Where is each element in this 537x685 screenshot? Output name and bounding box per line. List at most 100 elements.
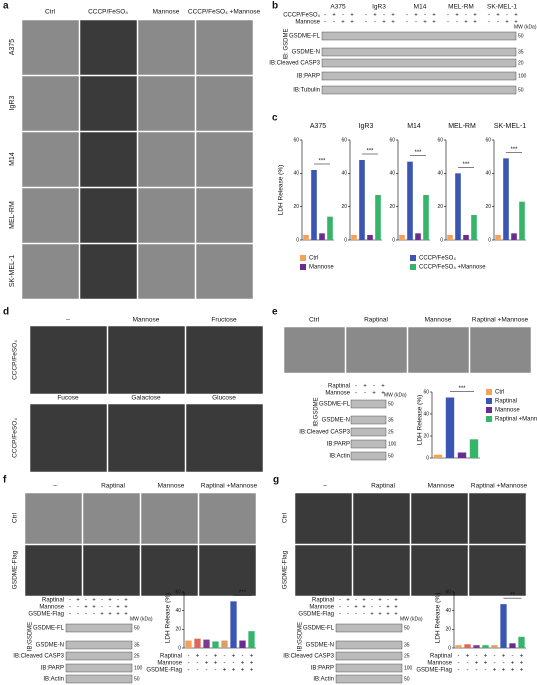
condition-sign: + <box>391 20 395 26</box>
condition-sign: + <box>381 384 385 390</box>
cell-line: A375 <box>330 4 346 11</box>
bar <box>415 233 421 240</box>
condition-sign: + <box>394 598 398 604</box>
blot-band <box>65 663 133 673</box>
condition-sign: + <box>108 612 112 618</box>
condition-sign: + <box>514 13 518 19</box>
column-header: – <box>323 483 327 490</box>
blot-label: GSDME-N <box>306 643 334 649</box>
condition-sign: + <box>386 612 390 618</box>
column-header: Raptinal +Mannose <box>201 483 258 490</box>
micrograph <box>137 187 196 244</box>
panel-label: a <box>3 1 9 12</box>
y-tick-label: 0 <box>440 237 443 243</box>
condition-sign: - <box>456 20 458 26</box>
condition-sign: - <box>324 13 326 19</box>
condition-sign: - <box>488 20 490 26</box>
y-tick-label: 60 <box>175 589 181 595</box>
condition-sign: + <box>475 661 479 667</box>
condition-sign: + <box>381 391 385 397</box>
condition-sign: + <box>214 661 218 667</box>
condition-sign: + <box>223 668 227 674</box>
column-header: Mannose <box>133 317 160 324</box>
condition-sign: + <box>466 654 470 660</box>
y-tick-label: 0 <box>448 645 451 651</box>
row-label: GSDME-Flag <box>282 550 289 589</box>
condition-sign: + <box>511 668 515 674</box>
bar <box>351 235 357 240</box>
condition-sign: + <box>493 668 497 674</box>
bar <box>375 195 381 240</box>
condition-sign: - <box>503 661 505 667</box>
condition-sign: - <box>85 612 87 618</box>
condition-sign: - <box>101 605 103 611</box>
condition-sign: - <box>224 654 226 660</box>
bar <box>469 439 479 458</box>
condition-sign: + <box>382 20 386 26</box>
ib-label: IB:GSDME <box>28 622 34 651</box>
mw-label: 25 <box>388 429 394 435</box>
condition-sign: - <box>69 605 71 611</box>
micrograph <box>195 19 254 76</box>
micrograph <box>283 326 346 374</box>
legend-swatch <box>486 398 492 404</box>
condition-sign: - <box>69 598 71 604</box>
significance: *** <box>239 590 247 596</box>
micrograph <box>352 492 411 545</box>
y-tick-label: 60 <box>293 137 299 143</box>
bar <box>399 235 405 240</box>
condition-sign: - <box>467 668 469 674</box>
blot-label: IB:Actin <box>313 677 334 683</box>
condition-sign: - <box>355 612 357 618</box>
legend-label: Ctrl <box>309 256 318 262</box>
condition-sign: + <box>511 661 515 667</box>
significance: *** <box>462 162 470 168</box>
bar <box>509 643 516 648</box>
micrograph <box>107 325 186 395</box>
condition-sign: + <box>432 20 436 26</box>
mw-label: 25 <box>404 653 410 659</box>
condition-sign: + <box>432 13 436 19</box>
condition-sign: + <box>332 13 336 19</box>
y-tick-label: 60 <box>445 589 451 595</box>
blot-band <box>350 427 387 437</box>
condition-sign: + <box>346 598 350 604</box>
column-header: Raptinal <box>101 483 125 490</box>
condition-sign: - <box>458 668 460 674</box>
micrograph <box>345 326 408 374</box>
column-header: Raptinal +Mannose <box>472 317 529 324</box>
column-header: Raptinal +Mannose <box>471 483 528 490</box>
blot-band <box>321 58 517 68</box>
y-tick-label: 40 <box>485 171 491 177</box>
column-header: Glucose <box>212 395 236 402</box>
legend-label: Raptinal <box>495 399 517 405</box>
blot-band <box>350 399 387 409</box>
condition-label: Raptinal <box>42 598 64 604</box>
y-axis-label: LDH Release (%) <box>278 165 285 216</box>
micrograph <box>82 492 141 545</box>
row-label: GSDME-Flag <box>12 550 19 589</box>
condition-sign: - <box>458 654 460 660</box>
micrograph <box>195 75 254 132</box>
bar <box>327 216 333 240</box>
mw-label: 50 <box>388 401 394 407</box>
bar <box>433 454 443 458</box>
condition-sign: - <box>476 668 478 674</box>
condition-sign: - <box>233 661 235 667</box>
micrograph <box>79 75 138 132</box>
condition-sign: - <box>465 13 467 19</box>
micrograph <box>21 187 80 244</box>
cell-line: SK-MEL-1 <box>487 4 517 11</box>
ib-label: IB: GSDME <box>284 28 290 59</box>
condition-sign: + <box>505 20 509 26</box>
blot-label: GSDME-FL <box>289 34 321 40</box>
y-axis-label: LDH Release (%) <box>165 593 172 644</box>
bar <box>221 640 228 648</box>
condition-sign: + <box>241 668 245 674</box>
condition-sign: - <box>363 612 365 618</box>
bar <box>464 644 471 648</box>
condition-sign: - <box>77 612 79 618</box>
column-header: Raptinal <box>371 483 395 490</box>
condition-sign: - <box>371 605 373 611</box>
column-header: – <box>66 317 70 324</box>
